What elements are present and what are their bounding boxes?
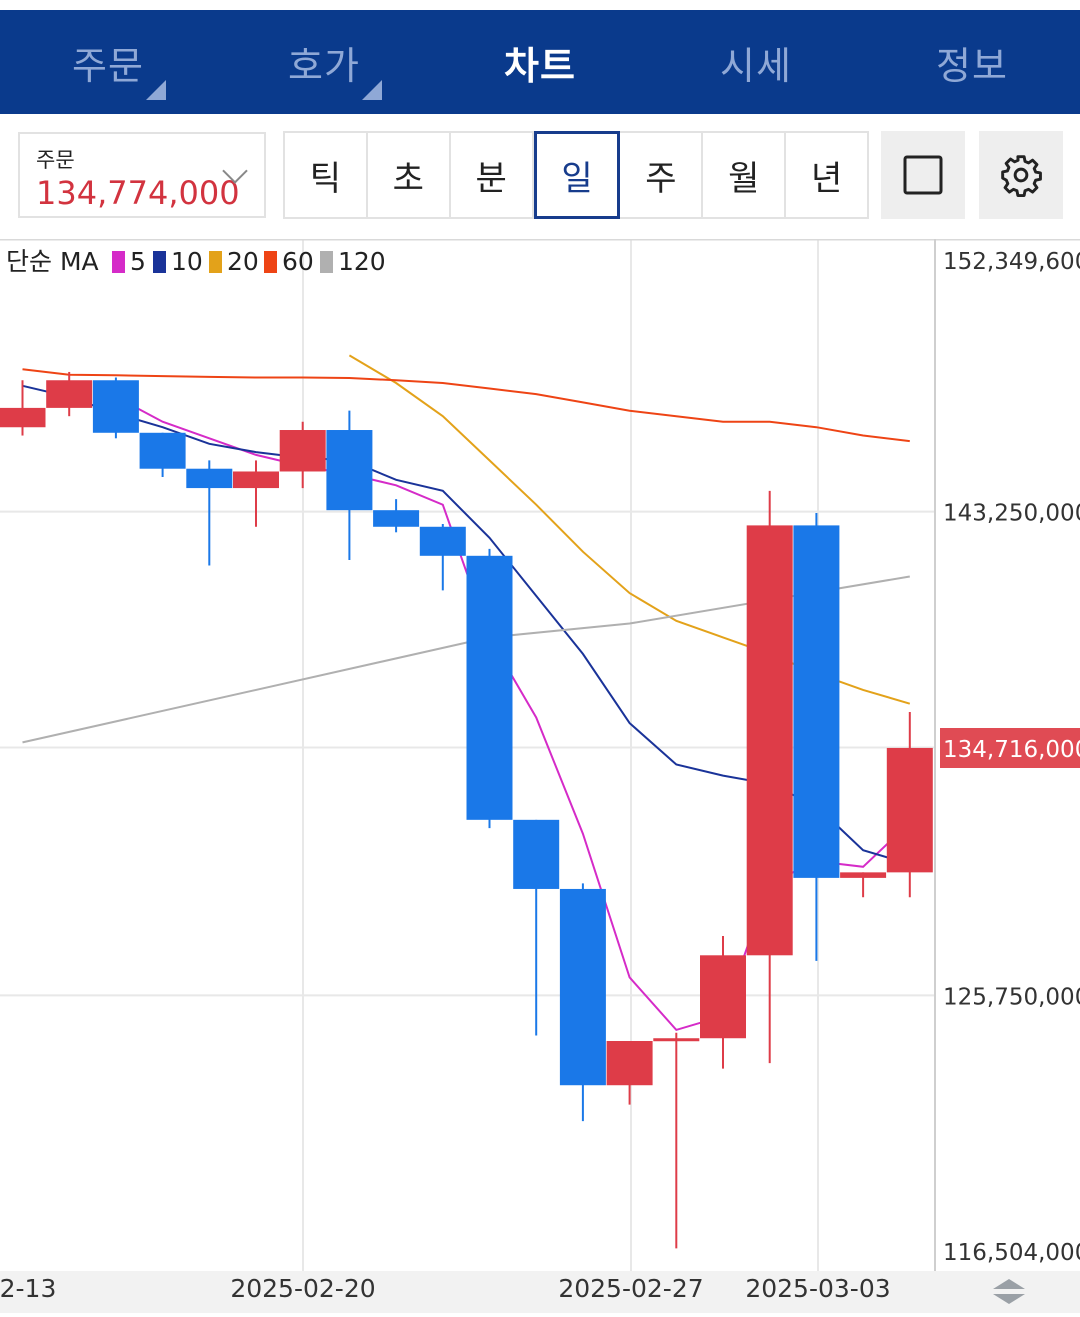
candle-body <box>92 380 139 433</box>
candle-body <box>139 432 186 469</box>
x-tick-label: 2025-02-27 <box>558 1274 703 1303</box>
candle-body <box>46 380 93 408</box>
tab-label: 정보 <box>936 43 1008 88</box>
candle-body <box>793 525 840 878</box>
current-price-tag <box>940 728 1080 768</box>
current-price-label: 134,716,000 <box>943 737 1080 763</box>
legend-swatch <box>264 251 277 273</box>
candle-body <box>0 407 46 428</box>
x-axis-band <box>0 1271 1080 1313</box>
candle-body <box>559 888 606 1086</box>
legend-label: 20 <box>227 247 259 276</box>
candle-body <box>513 819 560 889</box>
legend-label: 120 <box>338 247 386 276</box>
top-nav: 주문 호가 차트 시세 정보 <box>0 10 1080 114</box>
legend-swatch <box>209 251 222 273</box>
gear-icon <box>1001 155 1042 197</box>
candle-body <box>746 525 793 956</box>
tab-3[interactable]: 시세 <box>648 10 864 114</box>
x-tick-label: 2025-02-20 <box>230 1274 375 1303</box>
period-button[interactable]: 주 <box>620 133 704 217</box>
legend-swatch <box>153 251 166 273</box>
candle-body <box>886 747 933 873</box>
tab-label: 주문 <box>72 43 144 88</box>
order-price: 134,774,000 <box>36 174 240 212</box>
candlestick-chart[interactable]: 단순 MA 5 10 20 60 120 152,349,600 143,250,000 125… <box>0 237 1080 1313</box>
candle-body <box>279 430 326 472</box>
x-tick-label: 2-13 <box>0 1274 56 1303</box>
square-toggle-button[interactable] <box>881 131 965 219</box>
chart-svg[interactable]: 단순 MA 5 10 20 60 120 152,349,600 143,250,000 125… <box>0 237 1080 1313</box>
period-button[interactable]: 년 <box>810 158 843 199</box>
tab-label: 차트 <box>504 43 576 88</box>
order-label: 주문 <box>36 148 75 172</box>
expand-vertical-icon[interactable] <box>993 1279 1025 1304</box>
period-button[interactable]: 일 <box>533 131 621 219</box>
corner-triangle-icon <box>362 80 382 100</box>
candle-body <box>466 555 513 820</box>
legend-swatch <box>320 251 333 273</box>
candle-body <box>653 1038 700 1042</box>
corner-triangle-icon <box>146 80 166 100</box>
order-price-selector[interactable]: 주문 134,774,000 <box>18 132 266 218</box>
candle-body <box>186 468 233 489</box>
y-tick-label: 143,250,000 <box>943 501 1080 527</box>
candle-body <box>419 526 466 556</box>
legend-prefix: 단순 MA <box>6 247 99 276</box>
period-button[interactable]: 틱 <box>285 133 368 217</box>
tab-label: 시세 <box>720 43 792 88</box>
period-button[interactable]: 분 <box>451 133 534 217</box>
candle-body <box>326 430 373 511</box>
y-tick-label: 125,750,000 <box>943 984 1080 1010</box>
candle-body <box>840 872 887 878</box>
square-icon <box>903 155 943 195</box>
y-tick-label: 152,349,600 <box>943 249 1080 275</box>
candle-body <box>373 510 420 527</box>
legend-label: 60 <box>282 247 314 276</box>
ma-60-line <box>22 368 910 443</box>
period-button[interactable]: 월 <box>703 133 787 217</box>
x-tick-label: 2025-03-03 <box>745 1274 890 1303</box>
settings-button[interactable] <box>979 131 1063 219</box>
period-button[interactable]: 초 <box>368 133 451 217</box>
candle-body <box>700 955 746 1039</box>
tab-label: 호가 <box>288 43 360 88</box>
candle-body <box>233 471 279 489</box>
tab-2[interactable]: 차트 <box>432 10 648 114</box>
tab-1[interactable]: 호가 <box>216 10 432 114</box>
legend-swatch <box>112 251 125 273</box>
tab-0[interactable]: 주문 <box>0 10 216 114</box>
tab-4[interactable]: 정보 <box>864 10 1080 114</box>
legend-label: 10 <box>171 247 203 276</box>
legend-label: 5 <box>130 247 146 276</box>
y-tick-label: 116,504,000 <box>943 1240 1080 1266</box>
candle-body <box>606 1040 653 1086</box>
